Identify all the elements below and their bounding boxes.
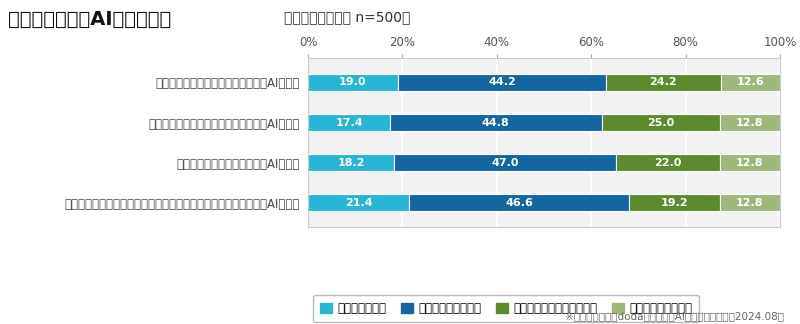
Text: 21.4: 21.4: [345, 198, 372, 208]
Text: 12.8: 12.8: [736, 198, 763, 208]
Text: （単一回答、個人 n=500）: （単一回答、個人 n=500）: [284, 10, 410, 24]
Text: 24.2: 24.2: [650, 77, 678, 87]
Text: 12.6: 12.6: [737, 77, 764, 87]
Bar: [308, 194, 409, 211]
Bar: [390, 114, 602, 131]
Bar: [602, 114, 719, 131]
Bar: [308, 114, 390, 131]
Bar: [719, 114, 780, 131]
Text: 転職先での生成AIの活用目的: 転職先での生成AIの活用目的: [8, 10, 171, 29]
Bar: [616, 154, 719, 171]
Text: 19.0: 19.0: [339, 77, 366, 87]
Bar: [721, 74, 780, 91]
Text: 46.6: 46.6: [505, 198, 533, 208]
Bar: [719, 194, 780, 211]
Bar: [606, 74, 721, 91]
Text: 19.2: 19.2: [661, 198, 688, 208]
Text: 44.8: 44.8: [482, 118, 510, 128]
Text: 44.2: 44.2: [488, 77, 516, 87]
Bar: [394, 154, 616, 171]
Bar: [409, 194, 629, 211]
Text: 17.4: 17.4: [335, 118, 363, 128]
Bar: [719, 154, 780, 171]
Bar: [308, 154, 394, 171]
Text: ※転職サービス「doda」、「生成AI」に関する調査（2024.08）: ※転職サービス「doda」、「生成AI」に関する調査（2024.08）: [565, 311, 784, 321]
Text: 25.0: 25.0: [647, 118, 674, 128]
Bar: [629, 194, 719, 211]
Bar: [308, 74, 398, 91]
Text: 22.0: 22.0: [654, 157, 682, 168]
Text: 47.0: 47.0: [491, 157, 518, 168]
Legend: 活用してみたい, やや活用してみたい, あまり活用してみたくない, 活用してみたくない: 活用してみたい, やや活用してみたい, あまり活用してみたくない, 活用してみた…: [313, 295, 699, 322]
Bar: [398, 74, 606, 91]
Text: 18.2: 18.2: [338, 157, 365, 168]
Text: 12.8: 12.8: [736, 118, 763, 128]
Text: 12.8: 12.8: [736, 157, 763, 168]
